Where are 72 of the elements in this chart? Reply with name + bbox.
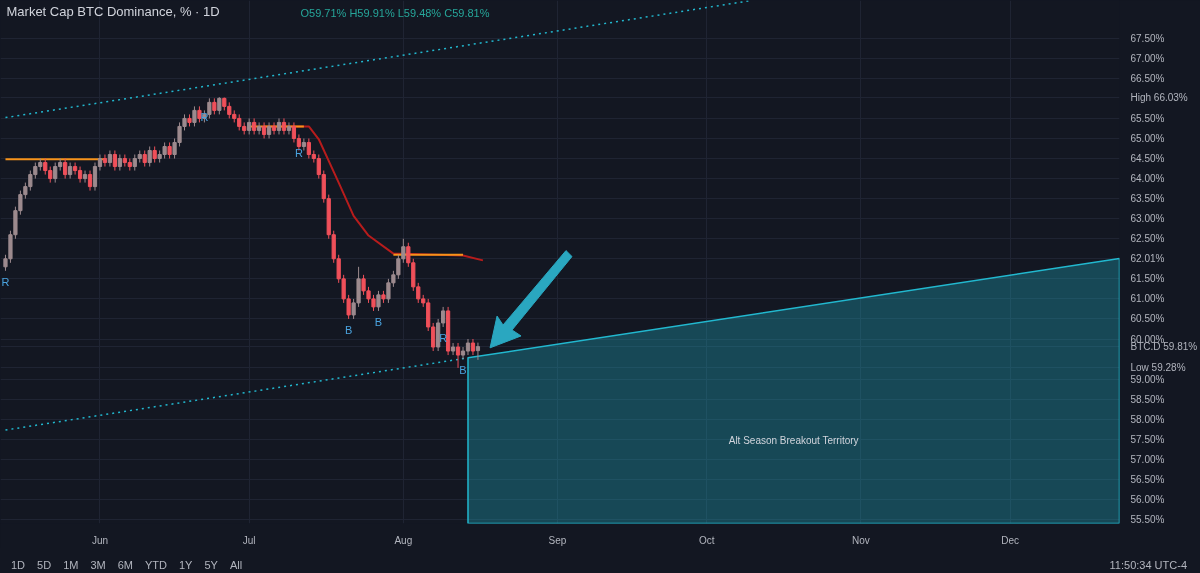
candlestick <box>286 121 292 135</box>
y-tick-label: 62.50% <box>1130 233 1165 245</box>
x-tick-label: Oct <box>698 534 715 546</box>
annotation: B <box>374 315 383 328</box>
text: 5D <box>37 559 52 571</box>
text: 11:50:34 UTC-4 <box>1109 558 1187 573</box>
text: 5Y <box>204 559 218 571</box>
annotation: B <box>459 364 467 377</box>
text: YTD <box>144 559 167 571</box>
candlestick <box>257 121 262 135</box>
x-tick-label: Jun <box>91 534 109 546</box>
text: All <box>229 559 243 571</box>
candlestick <box>301 137 306 151</box>
candlestick <box>271 121 277 135</box>
annotation: B <box>344 323 353 336</box>
candlestick <box>192 105 197 127</box>
annotation: R <box>1 275 10 288</box>
y-tick-label: 65.00% <box>1130 132 1165 144</box>
candlestick <box>207 97 212 119</box>
y-tick-label: 67.50% <box>1130 32 1165 44</box>
candlestick <box>450 342 456 356</box>
y-tick-label: 58.00% <box>1130 413 1165 425</box>
candlestick <box>72 162 78 176</box>
candlestick <box>147 145 152 168</box>
y-tick-label: 58.50% <box>1130 393 1165 405</box>
candlestick <box>82 170 88 184</box>
y-tick-label: 57.00% <box>1130 453 1165 465</box>
x-tick-label: Dec <box>1001 534 1019 546</box>
y-tick-label: 56.50% <box>1130 473 1165 485</box>
candlestick <box>53 162 58 184</box>
candlestick <box>475 342 481 361</box>
text: O59.71% H59.91% L59.48% C59.81% <box>300 6 490 19</box>
candlestick <box>291 121 297 143</box>
y-tick-label: Low 59.28% <box>1130 362 1186 374</box>
y-tick-label: 64.00% <box>1130 173 1165 185</box>
y-tick-label: 60.50% <box>1130 313 1165 325</box>
candlestick <box>87 170 93 192</box>
y-tick-label: 62.01% <box>1130 252 1165 264</box>
text: 1Y <box>178 559 193 571</box>
y-tick-label: 63.00% <box>1130 213 1165 225</box>
y-tick-label: 56.00% <box>1130 493 1165 505</box>
candlestick <box>102 154 108 168</box>
x-tick-label: Nov <box>852 534 870 546</box>
y-tick-label: 55.50% <box>1130 513 1165 525</box>
candlestick <box>455 342 461 369</box>
annotation: R <box>294 147 303 160</box>
text: 1D <box>11 559 26 571</box>
y-tick-label: 66.50% <box>1130 72 1165 84</box>
y-tick-label: 64.50% <box>1130 153 1165 165</box>
series-label: Alt Season Breakout Territory <box>728 435 859 447</box>
annotation: R <box>200 111 209 124</box>
y-tick-label: 59.00% <box>1130 373 1165 385</box>
y-tick-label: 61.00% <box>1130 293 1165 305</box>
candlestick <box>92 162 98 192</box>
chart-title: Market Cap BTC Dominance, % · 1D <box>6 3 220 19</box>
y-tick-label: High 66.03% <box>1130 91 1188 103</box>
text: 1M <box>63 559 79 571</box>
text: 6M <box>117 559 133 571</box>
x-tick-label: Jul <box>242 534 256 546</box>
y-tick-label: 61.50% <box>1130 273 1165 285</box>
candlestick <box>63 158 68 180</box>
candlestick <box>112 150 117 172</box>
x-tick-label: Sep <box>548 534 567 546</box>
candlestick <box>460 346 466 360</box>
y-tick-label: 65.50% <box>1130 112 1165 124</box>
candlestick <box>376 290 381 312</box>
y-tick-label: 60.00% <box>1130 333 1165 345</box>
y-tick-label: 57.50% <box>1130 433 1165 445</box>
y-tick-label: 67.00% <box>1130 52 1165 64</box>
y-tick-label: 63.50% <box>1130 193 1165 205</box>
x-tick-label: Aug <box>394 534 413 546</box>
text: 3M <box>90 559 106 571</box>
